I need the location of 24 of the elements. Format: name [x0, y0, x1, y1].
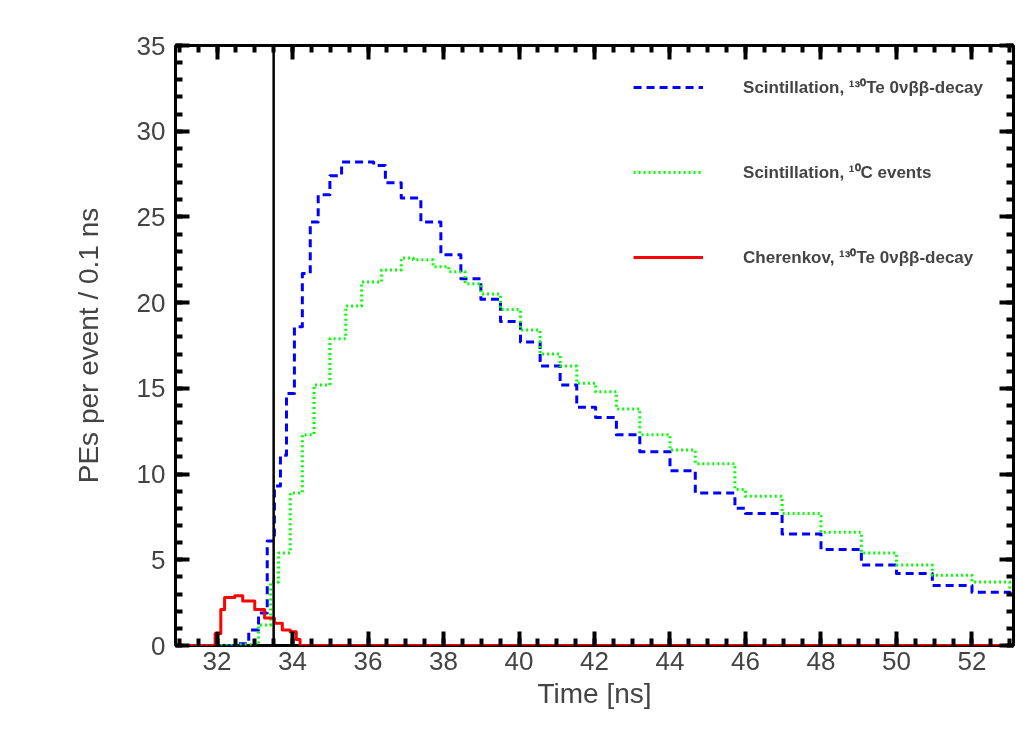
x-tick-label: 32 [202, 645, 232, 676]
y-tick-label: 0 [151, 630, 166, 661]
x-tick-label: 36 [353, 645, 383, 676]
x-tick-label: 34 [278, 645, 307, 676]
y-tick-label: 30 [136, 116, 166, 147]
x-tick-label: 50 [882, 645, 911, 676]
y-tick-label: 15 [136, 373, 166, 404]
x-axis-title: Time [ns] [537, 677, 652, 709]
x-tick-label: 38 [429, 645, 458, 676]
x-tick-label: 52 [957, 645, 987, 676]
legend-label: Scintillation, ¹³⁰Te 0νββ-decay [743, 77, 983, 98]
x-tick-label: 44 [655, 645, 685, 676]
x-tick-label: 48 [806, 645, 836, 676]
y-tick-label: 5 [151, 544, 166, 575]
legend-label: Cherenkov, ¹³⁰Te 0νββ-decay [743, 247, 974, 268]
y-axis-title: PEs per event / 0.1 ns [72, 207, 104, 484]
y-tick-label: 20 [136, 287, 166, 318]
x-tick-label: 46 [731, 645, 760, 676]
y-tick-label: 25 [136, 201, 166, 232]
y-tick-label: 10 [136, 459, 166, 490]
y-tick-label: 35 [136, 30, 166, 61]
x-tick-label: 40 [504, 645, 534, 676]
legend-label: Scintillation, ¹⁰C events [743, 162, 932, 183]
x-tick-label: 42 [580, 645, 609, 676]
